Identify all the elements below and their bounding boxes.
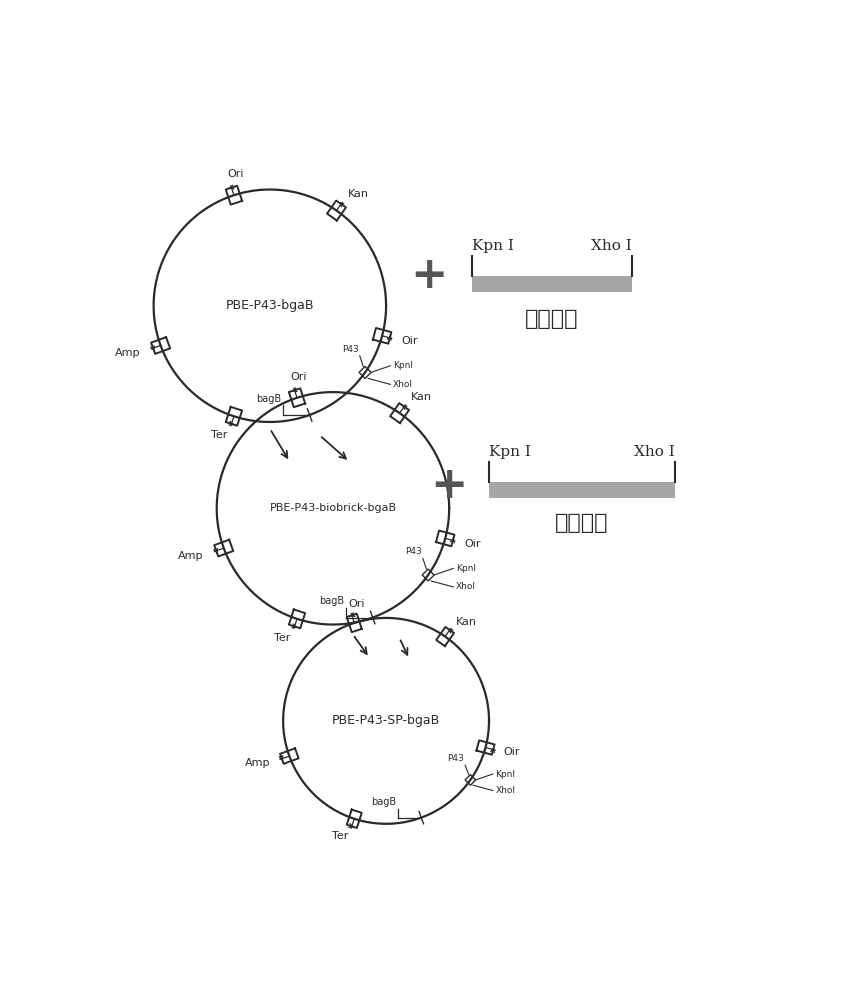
Text: 信号肽库: 信号肽库 [555,513,608,533]
Text: P43: P43 [447,754,464,763]
Text: PBE-P43-biobrick-bgaB: PBE-P43-biobrick-bgaB [269,503,397,513]
Text: XhoI: XhoI [456,582,476,591]
Text: Xho I: Xho I [634,445,675,459]
Text: Ori: Ori [227,169,243,179]
Text: +: + [411,254,448,297]
Text: bagB: bagB [256,394,281,404]
Text: P43: P43 [342,345,358,354]
Text: Amp: Amp [177,551,203,561]
Text: bagB: bagB [370,797,396,807]
Text: Kpn I: Kpn I [489,445,530,459]
Bar [489,482,675,498]
Text: Amp: Amp [245,758,271,768]
Text: Kan: Kan [455,617,476,627]
Text: PBE-P43-bgaB: PBE-P43-bgaB [225,299,315,312]
Text: XhoI: XhoI [393,380,413,389]
Text: Ter: Ter [274,633,291,643]
Text: Ori: Ori [291,372,307,382]
Text: KpnI: KpnI [456,564,476,573]
Text: Kpn I: Kpn I [472,239,514,253]
Text: Ori: Ori [348,599,364,609]
Text: Ter: Ter [212,430,228,440]
Text: bagB: bagB [319,596,345,606]
Text: Oir: Oir [401,336,418,346]
Text: Amp: Amp [115,348,140,358]
Text: Kan: Kan [411,392,432,402]
Bar [472,276,632,292]
Text: KpnI: KpnI [495,770,515,779]
Text: +: + [430,464,468,507]
Text: KpnI: KpnI [393,361,413,370]
Text: XhoI: XhoI [495,786,515,795]
Text: PBE-P43-SP-bgaB: PBE-P43-SP-bgaB [332,714,440,727]
Text: P43: P43 [405,547,422,556]
Text: Kan: Kan [348,189,369,199]
Text: Ter: Ter [333,831,349,841]
Text: Xho I: Xho I [591,239,632,253]
Text: Oir: Oir [464,539,481,549]
Text: 生物积木: 生物积木 [525,309,578,329]
Text: Oir: Oir [503,747,519,757]
